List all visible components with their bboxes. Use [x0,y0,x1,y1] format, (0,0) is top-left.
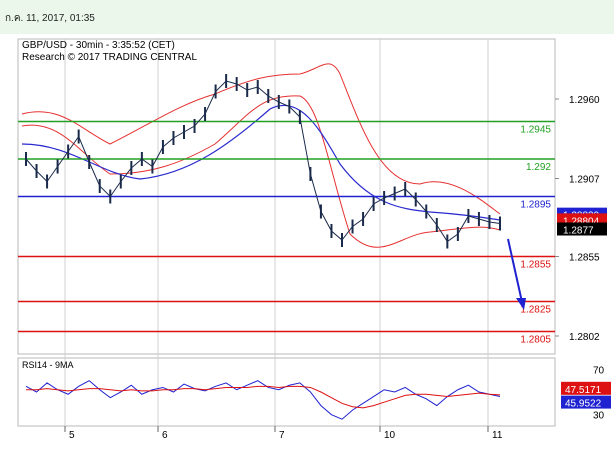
chart-title: GBP/USD - 30min - 3:35:52 (CET) [22,40,175,51]
level-label: 1.2895 [520,200,551,211]
rsi-badge-label: 45.9522 [565,399,602,410]
price-line [25,80,501,243]
time-tick-label: 11 [492,430,503,441]
chart-container: 1.2945 1.292 1.2895 1.2855 1.2825 1.2805 1.29… [0,34,614,448]
rsi-tick-label: 30 [593,411,605,422]
price-chart[interactable]: 1.2945 1.292 1.2895 1.2855 1.2825 1.2805 1.29… [0,34,614,448]
level-label: 1.2945 [520,125,551,136]
price-tick-label: 1.2907 [569,175,600,186]
price-bars [25,74,501,249]
time-tick-label: 10 [384,430,396,441]
level-label: 1.2855 [520,260,551,271]
time-tick-label: 7 [279,430,285,441]
level-label: 1.2805 [520,335,551,346]
price-tick-label: 1.2960 [569,95,600,106]
price-axis: 1.2960 1.2907 1.2855 1.2802 [555,95,600,343]
time-axis: 5 6 7 10 11 [64,426,503,441]
rsi-label: RSI14 - 9MA [22,360,74,370]
projection-arrow-head [516,298,526,310]
rsi-line [25,380,501,420]
level-label: 1.292 [526,162,551,173]
price-badge [557,222,607,236]
time-tick-label: 5 [69,430,75,441]
level-label: 1.2825 [520,305,551,316]
rsi-badge [561,381,611,395]
price-tick-label: 1.2802 [569,332,600,343]
rsi-badge-label: 47.5171 [565,385,602,396]
rsi-tick-label: 70 [593,365,605,376]
rsi-axis: 70 30 47.5171 45.9522 [561,365,611,422]
level-lines: 1.2945 1.292 1.2895 1.2855 1.2825 1.2805 [18,120,555,346]
projection-arrow [507,238,523,303]
price-badge-label: 1.28804 [563,216,600,227]
chart-subtitle: Research © 2017 TRADING CENTRAL [22,52,197,63]
date-header: ก.ค. 11, 2017, 01:35 [0,0,614,34]
upper-band [21,63,501,215]
lower-band [21,95,501,248]
rsi-ma-line [26,385,501,409]
price-tick-label: 1.2855 [569,253,600,264]
rsi-lines [25,380,501,420]
time-tick-label: 6 [162,430,168,441]
timestamp-label: ก.ค. 11, 2017, 01:35 [5,13,95,24]
price-badge-label: 1.2877 [563,226,594,237]
rsi-panel [17,357,556,427]
rsi-badge [561,395,611,409]
